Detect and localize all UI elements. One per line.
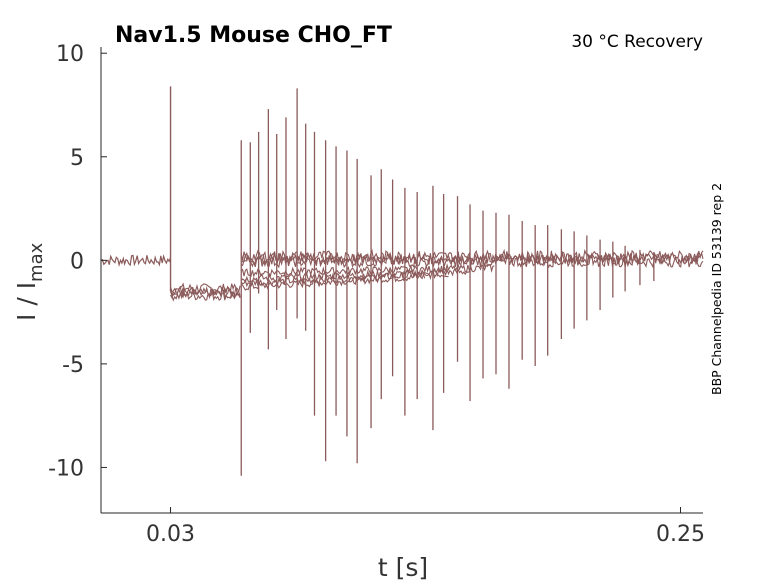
y-axis-label-text: I / Imax bbox=[12, 242, 47, 321]
y-axis-label: I / Imax bbox=[12, 242, 47, 321]
y-tick-label: -5 bbox=[62, 353, 84, 378]
chart-title: Nav1.5 Mouse CHO_FT bbox=[115, 23, 392, 48]
y-tick-label: 5 bbox=[70, 146, 84, 171]
y-axis-label-subscript: max bbox=[26, 242, 47, 282]
y-tick-label: 10 bbox=[56, 42, 84, 67]
x-tick-label: 0.25 bbox=[656, 522, 705, 547]
y-ticks: 10 5 0 -5 -10 bbox=[48, 42, 107, 481]
x-tick-label: 0.03 bbox=[146, 522, 195, 547]
x-ticks: 0.03 0.25 bbox=[146, 507, 705, 547]
recovery-trace bbox=[240, 263, 495, 278]
y-axis-label-main: I / I bbox=[12, 282, 41, 321]
current-traces bbox=[100, 86, 704, 476]
y-tick-label: -10 bbox=[48, 456, 84, 481]
y-tick-label: 0 bbox=[70, 249, 84, 274]
channelpedia-id-label: BBP Channelpedia ID 53139 rep 2 bbox=[709, 183, 724, 395]
baseline-trace-after bbox=[240, 248, 704, 265]
baseline-trace-after bbox=[240, 253, 704, 269]
conditioning-trace bbox=[169, 290, 241, 302]
baseline-trace bbox=[100, 253, 172, 267]
chart-subtitle: 30 °C Recovery bbox=[571, 32, 703, 52]
plot-area: 10 5 0 -5 -10 0.03 0.25 bbox=[48, 42, 705, 547]
x-axis-label: t [s] bbox=[378, 553, 428, 582]
